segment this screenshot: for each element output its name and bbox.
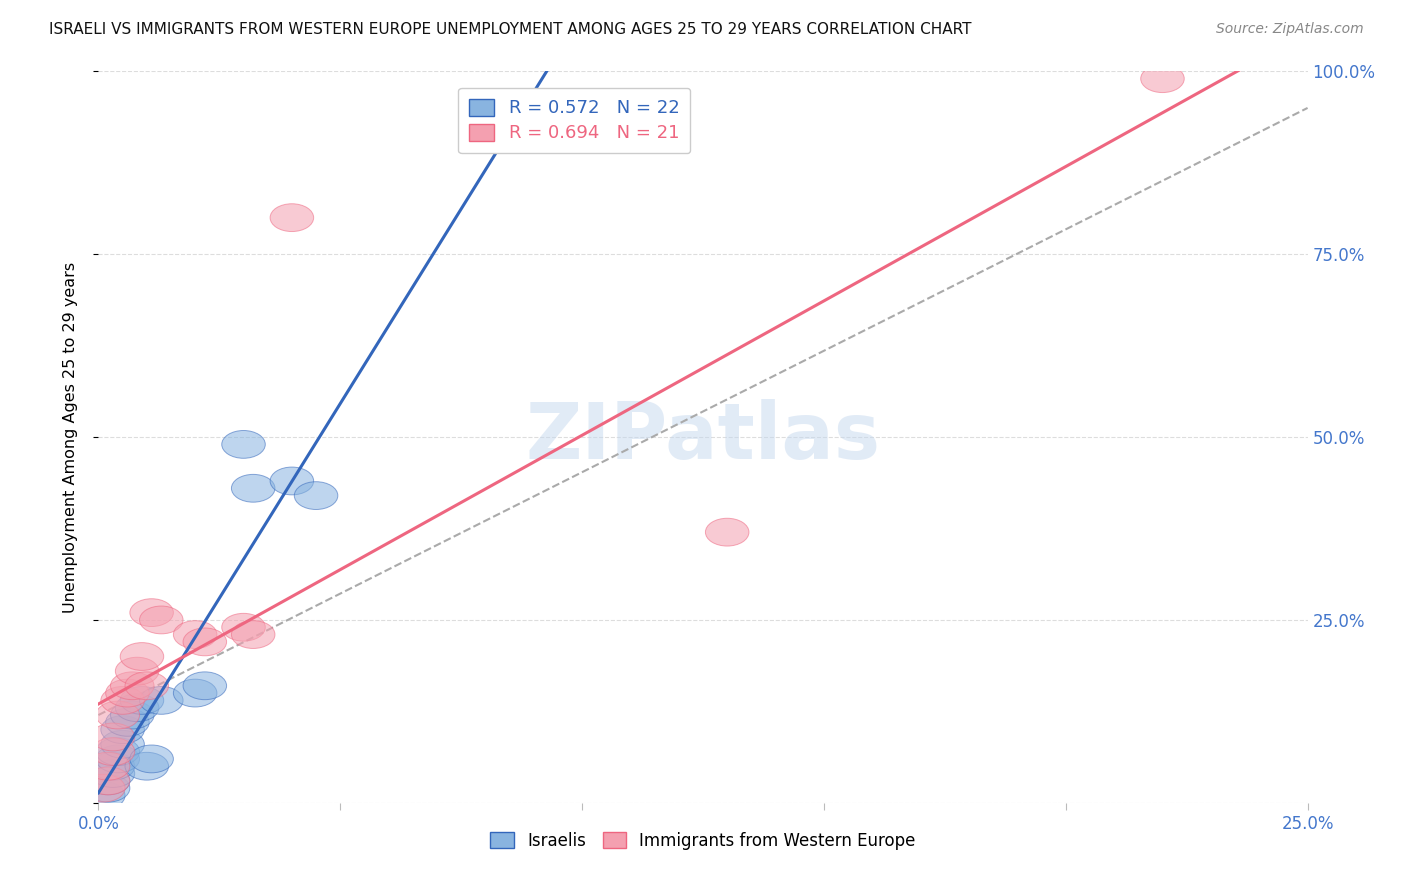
Ellipse shape (86, 767, 129, 795)
Ellipse shape (173, 621, 217, 648)
Ellipse shape (294, 482, 337, 509)
Ellipse shape (91, 752, 135, 780)
Legend: Israelis, Immigrants from Western Europe: Israelis, Immigrants from Western Europe (484, 825, 922, 856)
Ellipse shape (232, 475, 276, 502)
Ellipse shape (139, 606, 183, 634)
Ellipse shape (91, 760, 135, 788)
Ellipse shape (111, 701, 155, 729)
Ellipse shape (183, 672, 226, 699)
Ellipse shape (82, 774, 125, 802)
Ellipse shape (222, 614, 266, 641)
Ellipse shape (129, 599, 173, 626)
Ellipse shape (183, 628, 226, 656)
Ellipse shape (115, 694, 159, 722)
Ellipse shape (115, 657, 159, 685)
Ellipse shape (125, 672, 169, 699)
Ellipse shape (105, 708, 149, 736)
Ellipse shape (222, 431, 266, 458)
Text: Source: ZipAtlas.com: Source: ZipAtlas.com (1216, 22, 1364, 37)
Ellipse shape (129, 745, 173, 772)
Ellipse shape (139, 687, 183, 714)
Ellipse shape (120, 687, 163, 714)
Ellipse shape (1140, 65, 1184, 93)
Ellipse shape (86, 774, 129, 802)
Ellipse shape (91, 723, 135, 751)
Ellipse shape (82, 781, 125, 809)
Ellipse shape (86, 767, 129, 795)
Ellipse shape (96, 745, 139, 772)
Ellipse shape (125, 752, 169, 780)
Ellipse shape (86, 752, 129, 780)
Ellipse shape (101, 687, 145, 714)
Ellipse shape (111, 672, 155, 699)
Ellipse shape (96, 701, 139, 729)
Y-axis label: Unemployment Among Ages 25 to 29 years: Unemployment Among Ages 25 to 29 years (63, 261, 77, 613)
Ellipse shape (173, 679, 217, 707)
Ellipse shape (91, 738, 135, 765)
Ellipse shape (706, 518, 749, 546)
Ellipse shape (232, 621, 276, 648)
Ellipse shape (270, 203, 314, 232)
Ellipse shape (101, 731, 145, 758)
Text: ZIPatlas: ZIPatlas (526, 399, 880, 475)
Text: ISRAELI VS IMMIGRANTS FROM WESTERN EUROPE UNEMPLOYMENT AMONG AGES 25 TO 29 YEARS: ISRAELI VS IMMIGRANTS FROM WESTERN EUROP… (49, 22, 972, 37)
Ellipse shape (101, 715, 145, 744)
Ellipse shape (120, 642, 163, 671)
Ellipse shape (96, 738, 139, 765)
Ellipse shape (270, 467, 314, 495)
Ellipse shape (105, 679, 149, 707)
